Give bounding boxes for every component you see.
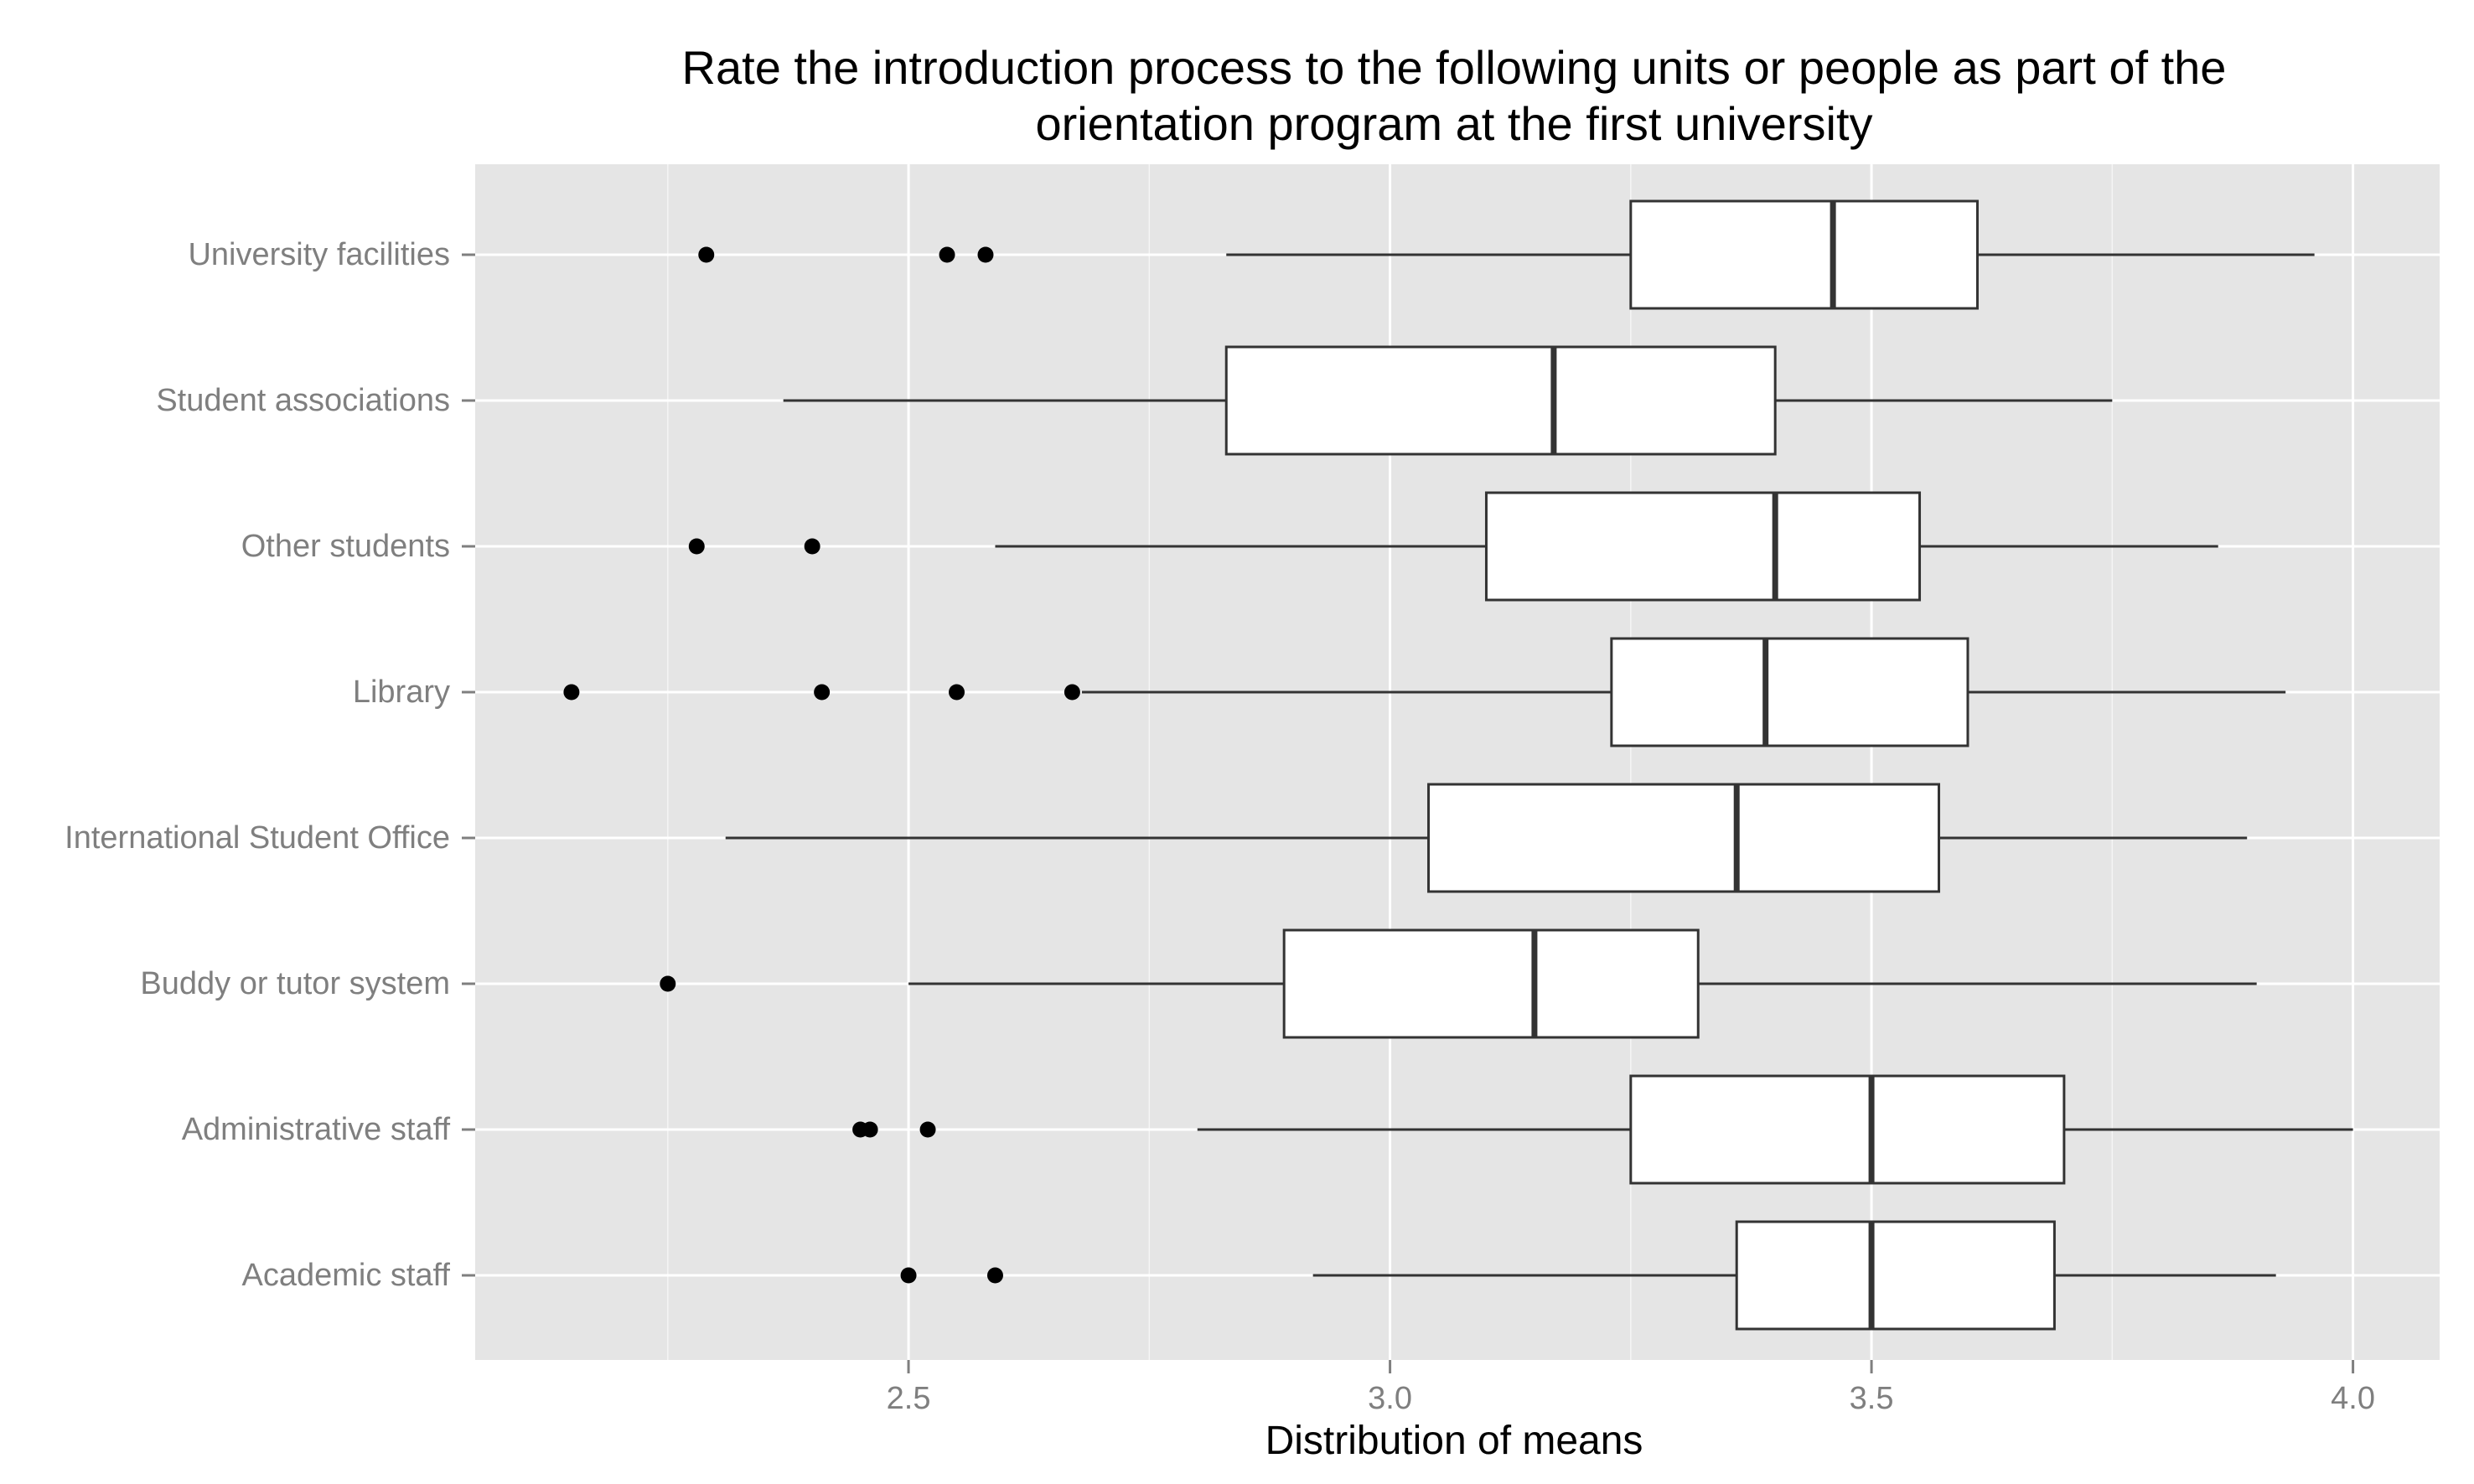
box-iqr <box>1735 1220 2056 1331</box>
outlier-point <box>900 1267 917 1284</box>
box-other-students <box>688 491 2218 602</box>
outlier-point <box>1064 684 1080 701</box>
box-university-facilities <box>698 199 2315 310</box>
outlier-point <box>949 684 965 701</box>
x-tick-label: 2.5 <box>887 1381 931 1416</box>
x-axis-title: Distribution of means <box>1265 1419 1643 1463</box>
outlier-point <box>688 538 705 555</box>
boxplot-series <box>563 199 2353 1331</box>
box-academic-staff <box>900 1220 2276 1331</box>
outlier-point <box>698 246 715 263</box>
chart-title-line-1: Rate the introduction process to the fol… <box>682 41 2227 94</box>
box-iqr <box>1484 491 1922 602</box>
y-axis: University facilities Student association… <box>65 237 475 1293</box>
box-library <box>563 637 2286 747</box>
y-tick-label: Student associations <box>156 383 450 418</box>
outlier-point <box>919 1121 936 1138</box>
y-tick-label: International Student Office <box>65 820 450 856</box>
box-iqr <box>1610 637 1969 747</box>
y-tick-label: Other students <box>241 529 450 564</box>
outlier-point <box>660 975 676 992</box>
x-tick-label: 3.5 <box>1850 1381 1894 1416</box>
outlier-point <box>939 246 955 263</box>
chart-title: Rate the introduction process to the fol… <box>682 41 2227 150</box>
box-iqr <box>1224 345 1777 456</box>
outlier-point <box>862 1121 878 1138</box>
box-iqr <box>1629 199 1979 310</box>
box-iqr <box>1629 1074 2066 1185</box>
outlier-point <box>986 1267 1003 1284</box>
x-tick-label: 4.0 <box>2331 1381 2375 1416</box>
outlier-point <box>814 684 831 701</box>
box-student-associations <box>783 345 2113 456</box>
y-tick-label: University facilities <box>188 237 450 272</box>
outlier-point <box>977 246 994 263</box>
box-administrative-staff <box>852 1074 2353 1185</box>
y-tick-label: Administrative staff <box>182 1112 451 1147</box>
x-tick-label: 3.0 <box>1368 1381 1412 1416</box>
box-buddy-or-tutor-system <box>660 928 2257 1039</box>
x-axis: 2.5 3.0 3.5 4.0 <box>887 1360 2375 1416</box>
outlier-point <box>563 684 580 701</box>
outlier-point <box>804 538 820 555</box>
y-tick-label: Academic staff <box>241 1258 450 1293</box>
y-tick-label: Library <box>353 675 450 710</box>
box-international-student-office <box>725 783 2248 893</box>
plot-panel <box>475 164 2440 1360</box>
box-iqr <box>1282 928 1700 1039</box>
y-tick-label: Buddy or tutor system <box>140 966 450 1001</box>
chart-title-line-2: orientation program at the first univers… <box>1035 97 1872 150</box>
box-iqr <box>1427 783 1941 893</box>
